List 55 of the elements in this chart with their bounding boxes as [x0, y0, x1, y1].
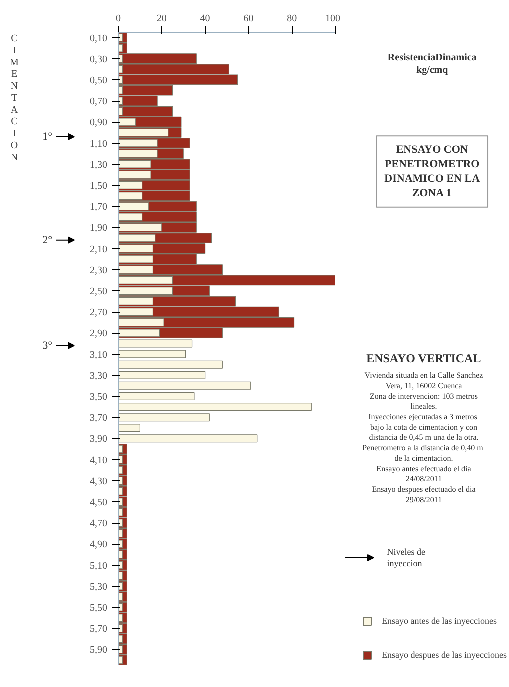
y-tick-label: 1,30 [90, 160, 108, 171]
y-tick-label: 3,50 [90, 392, 108, 403]
x-tick-label: 20 [156, 14, 167, 24]
y-tick-label: 3,70 [90, 413, 108, 424]
y-tick-label: 5,30 [90, 582, 108, 593]
y-tick-label: 1,90 [90, 223, 108, 234]
bar [118, 392, 195, 400]
bar [118, 403, 312, 412]
text: 2° [42, 234, 53, 246]
y-tick-label: 5,50 [90, 602, 108, 614]
y-tick-label: 2,30 [90, 265, 108, 276]
text: Vivienda situada en la Calle Sanchez Vera, 11, 16002 Cuenca Zona de intervencion: 103 metros lineales. Inyecciones ejecutadas a 3 metros bajo la cota de cimentacion y con distancia de 0,45 m una de la otra. Penetrometro a la distancia de 0,40 m de la cimentacion. Ensayo antes efectuado el dia 24/08/2011 Ensayo despues efectuado el dia 29/08/2011 [362, 371, 484, 504]
y-tick-label: 3,90 [90, 434, 108, 446]
bar [118, 350, 186, 358]
y-tick-label: 4,30 [90, 476, 108, 488]
x-tick-label: 0 [116, 14, 121, 24]
text: 3° [42, 340, 53, 352]
bar [118, 371, 206, 380]
text: 1° [42, 130, 53, 143]
y-tick-label: 0,50 [90, 75, 108, 86]
text: CIMENTACION [10, 34, 19, 164]
y-tick-label: 0,90 [90, 118, 108, 129]
y-tick-label: 4,50 [90, 497, 108, 508]
y-tick-label: 4,90 [90, 540, 108, 551]
x-tick-label: 100 [326, 14, 340, 24]
y-tick-label: 2,90 [90, 328, 108, 340]
legend-label: Ensayo despues de las inyecciones [382, 650, 507, 660]
text: ENSAYO CON PENETROMETRO DINAMICO EN LA ZONA 1 [384, 144, 480, 200]
y-tick-label: 5,10 [90, 560, 108, 572]
y-tick-label: 0,30 [90, 54, 108, 66]
bar [118, 424, 140, 432]
x-tick-label: 40 [200, 14, 210, 24]
y-tick-label: 4,10 [90, 455, 108, 466]
y-tick-label: 2,70 [90, 308, 108, 319]
y-tick-label: 3,30 [90, 370, 108, 382]
x-axis-title: ResistenciaDinamica kg/cmq [388, 52, 477, 76]
x-tick-label: 80 [287, 14, 298, 24]
bar [118, 382, 252, 390]
y-tick-label: 5,70 [90, 624, 108, 636]
y-tick-label: 2,10 [90, 244, 108, 256]
bar [118, 414, 210, 422]
y-tick-label: 2,50 [90, 286, 108, 298]
y-tick-label: 1,70 [90, 202, 108, 214]
y-tick-label: 3,10 [90, 350, 108, 361]
text: Niveles de inyeccion [387, 547, 426, 569]
bar [118, 360, 223, 369]
y-tick-label: 5,90 [90, 645, 108, 656]
y-tick-label: 4,70 [90, 518, 108, 530]
text: ENSAYO VERTICAL [366, 351, 482, 366]
y-tick-label: 1,50 [90, 180, 108, 192]
x-tick-label: 60 [244, 14, 254, 24]
y-tick-label: 0,70 [90, 96, 108, 108]
legend-label: Ensayo antes de las inyecciones [382, 616, 497, 626]
y-tick-label: 0,10 [90, 33, 108, 44]
y-tick-label: 1,10 [90, 138, 108, 150]
